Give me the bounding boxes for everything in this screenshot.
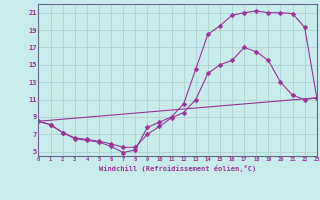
X-axis label: Windchill (Refroidissement éolien,°C): Windchill (Refroidissement éolien,°C) (99, 165, 256, 172)
